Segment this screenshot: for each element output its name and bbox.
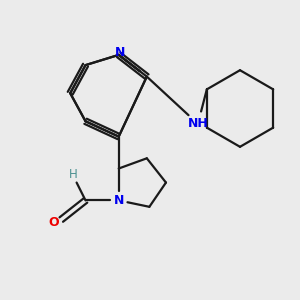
Text: NH: NH	[188, 117, 208, 130]
Text: N: N	[113, 194, 124, 207]
Text: H: H	[68, 168, 77, 182]
Text: N: N	[115, 46, 125, 59]
Text: O: O	[48, 216, 59, 229]
